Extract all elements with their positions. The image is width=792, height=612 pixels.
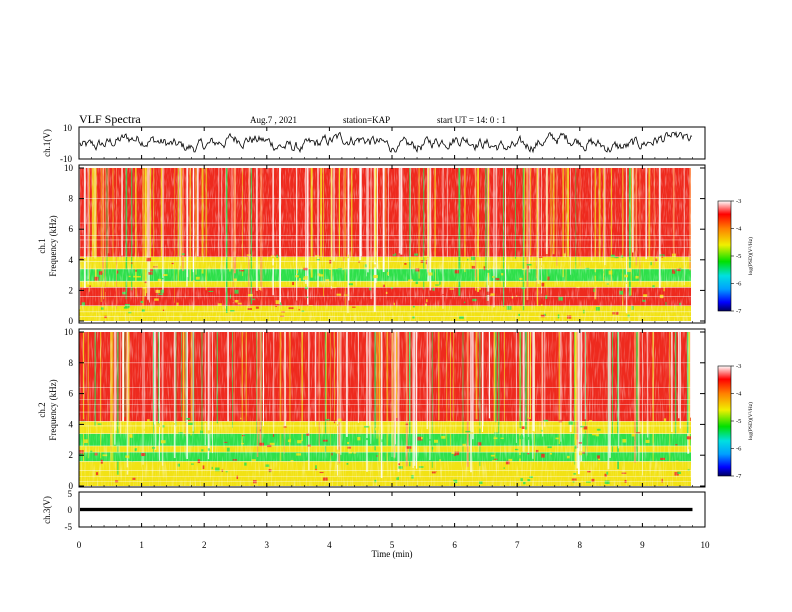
ch1-spectrogram-image bbox=[79, 168, 705, 321]
ytick-label: 8 bbox=[69, 358, 74, 368]
ch1-waveform-ylabel: ch.1(V) bbox=[42, 129, 52, 157]
spectrogram-speckle bbox=[690, 448, 691, 450]
ytick-label: 6 bbox=[69, 224, 74, 234]
ch3-waveform-trace bbox=[80, 507, 693, 512]
xtick-label: 0 bbox=[77, 540, 82, 550]
colorbar-tick-label: -3 bbox=[736, 363, 741, 370]
ch3-ytick-mid: 0 bbox=[68, 505, 73, 515]
colorbar-tick-label: -3 bbox=[736, 198, 741, 205]
ch2-spectrogram-ylabel: Frequency (kHz) bbox=[48, 379, 58, 440]
ytick-label: 8 bbox=[69, 194, 74, 204]
ch1-colorbar-label: log(PSD)(V²/Hz) bbox=[747, 237, 754, 275]
ch1-spectrogram-ylabel: Frequency (kHz) bbox=[48, 215, 58, 276]
colorbar-tick-label: -4 bbox=[736, 226, 742, 233]
ytick-label: 6 bbox=[69, 389, 74, 399]
xtick-label: 6 bbox=[452, 540, 457, 550]
ch1-spectrogram-panel: 0 2 4 6 8 10 ch.1 Frequency (kHz) bbox=[37, 163, 706, 326]
figure-title: VLF Spectra bbox=[79, 112, 141, 126]
ytick-label: 10 bbox=[64, 327, 74, 337]
ch1-ytick-top: 10 bbox=[63, 123, 73, 133]
ytick-label: 0 bbox=[69, 481, 74, 491]
colorbar-tick-label: -7 bbox=[736, 308, 742, 315]
start-time-label: start UT = 14: 0 : 1 bbox=[437, 115, 506, 125]
ytick-label: 2 bbox=[69, 285, 74, 295]
ch3-waveform-ylabel: ch.3(V) bbox=[42, 496, 52, 524]
ch1-waveform-line bbox=[79, 131, 693, 154]
xtick-label: 2 bbox=[202, 540, 207, 550]
spectrogram-noise bbox=[79, 168, 691, 321]
xtick-label: 8 bbox=[578, 540, 583, 550]
ch1-colorbar-gradient bbox=[717, 200, 732, 312]
ch2-colorbar-label: log(PSD)(V²/Hz) bbox=[747, 402, 754, 440]
ytick-label: 10 bbox=[64, 163, 74, 173]
colorbar-tick-label: -4 bbox=[736, 391, 742, 398]
colorbar-tick-label: -5 bbox=[736, 253, 741, 260]
time-axis-label: Time (min) bbox=[372, 549, 413, 559]
ytick-label: 4 bbox=[69, 419, 74, 429]
xtick-label: 4 bbox=[327, 540, 332, 550]
ch2-spectrogram-panel: 0 2 4 6 8 10 ch.2 Frequency (kHz) bbox=[37, 327, 706, 491]
ch3-ytick-top: 5 bbox=[68, 489, 73, 499]
ytick-label: 4 bbox=[69, 255, 74, 265]
xtick-label: 1 bbox=[139, 540, 144, 550]
spectrogram-empty-tail bbox=[692, 332, 705, 486]
ch2-colorbar: -3 -4 -5 -6 -7 log(PSD)(V²/Hz) bbox=[717, 363, 754, 480]
colorbar-tick-label: -7 bbox=[736, 473, 742, 480]
colorbar-tick-label: -6 bbox=[736, 281, 742, 288]
ch2-spectrogram-image bbox=[79, 332, 705, 486]
colorbar-tick-label: -6 bbox=[736, 446, 742, 453]
ch2-colorbar-gradient bbox=[717, 365, 732, 477]
xtick-label: 5 bbox=[390, 540, 395, 550]
xtick-label: 7 bbox=[515, 540, 520, 550]
ch3-waveform-panel: 5 0 -5 ch.3(V) 0 1 2 3 4 5 6 7 8 9 10 Time (min) bbox=[42, 127, 710, 559]
ch2-spectrogram-ylabel-top: ch.2 bbox=[37, 402, 47, 417]
ytick-label: 2 bbox=[69, 450, 74, 460]
station-label: station=KAP bbox=[343, 115, 390, 125]
ch1-ytick-bottom: -10 bbox=[60, 154, 72, 164]
ch1-colorbar: -3 -4 -5 -6 -7 log(PSD)(V²/Hz) bbox=[717, 198, 754, 315]
date-label: Aug.7 , 2021 bbox=[250, 115, 297, 125]
spectrogram-empty-tail bbox=[692, 168, 705, 321]
colorbar-tick-label: -5 bbox=[736, 418, 741, 425]
spectrogram-noise bbox=[79, 332, 691, 486]
xtick-label: 9 bbox=[640, 540, 645, 550]
ch1-spectrogram-ylabel-top: ch.1 bbox=[37, 238, 47, 253]
ytick-label: 0 bbox=[69, 316, 74, 326]
xtick-label: 3 bbox=[265, 540, 270, 550]
ch3-ytick-bottom: -5 bbox=[65, 522, 73, 532]
xtick-label: 10 bbox=[701, 540, 711, 550]
